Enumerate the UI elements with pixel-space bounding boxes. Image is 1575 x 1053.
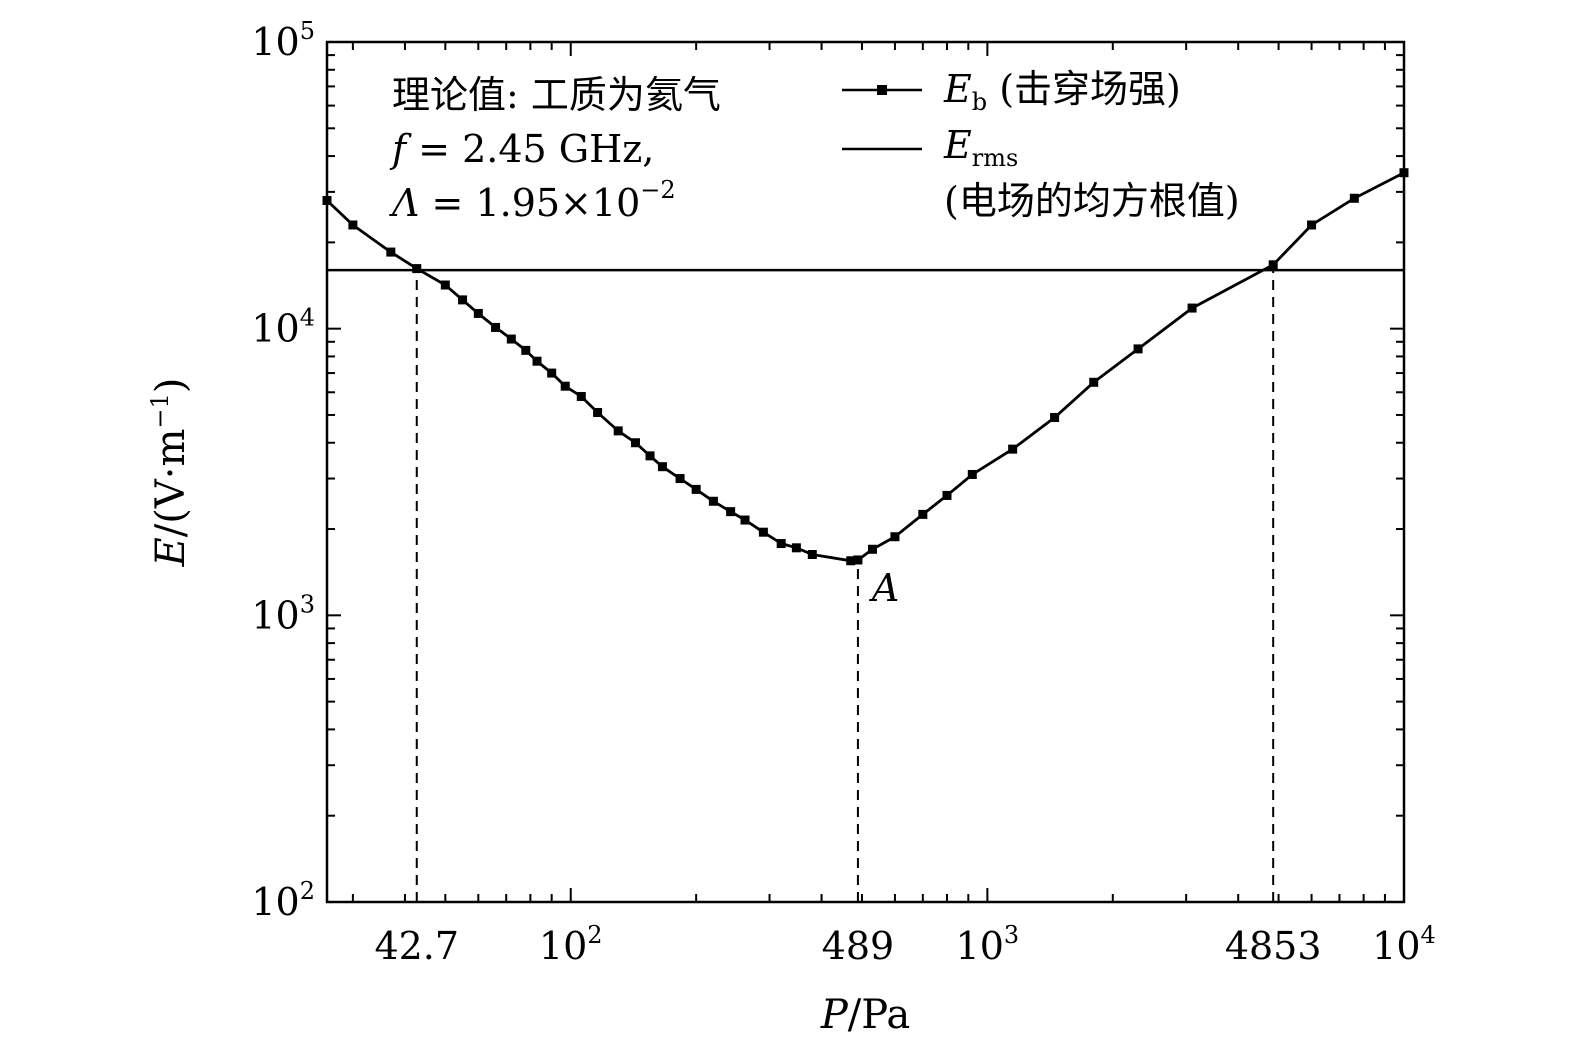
eb-point-19 <box>675 474 685 484</box>
eb-point-30 <box>867 544 877 554</box>
y-ticks: 102 103 104 105 <box>251 17 1404 924</box>
eb-point-6 <box>473 308 483 318</box>
breakdown-series <box>326 171 1405 563</box>
y-axis-title: E/(V·m−1) <box>146 378 194 568</box>
eb-point-27 <box>807 550 817 560</box>
eb-point-5 <box>458 295 468 305</box>
eb-point-34 <box>967 469 977 479</box>
x-tick-label-2: 104 <box>1372 921 1436 968</box>
eb-point-18 <box>657 462 667 472</box>
dashed-reference-lines <box>415 270 1275 902</box>
legend: Eb (击穿场强) Erms (电场的均方根值) <box>842 67 1240 223</box>
y-tick-label-2: 104 <box>251 304 315 351</box>
eb-point-14 <box>593 407 603 417</box>
eb-point-3 <box>412 264 422 274</box>
annotation-line-2: f = 2.45 GHz, <box>389 127 654 171</box>
eb-point-42 <box>1349 193 1359 203</box>
eb-point-20 <box>691 484 701 494</box>
eb-point-16 <box>630 438 640 448</box>
point-label-a: A <box>869 566 899 610</box>
y-tick-label-3: 105 <box>251 17 315 64</box>
y-tick-label-1: 103 <box>251 590 315 637</box>
eb-point-13 <box>576 391 586 401</box>
eb-point-23 <box>740 515 750 525</box>
eb-point-15 <box>613 426 623 436</box>
plot-layer: 102 103 104 42.7 489 4853 102 103 104 105 <box>251 17 1435 968</box>
eb-point-32 <box>918 509 928 519</box>
eb-point-38 <box>1133 344 1143 354</box>
x-special-tick-label-2: 4853 <box>1225 924 1322 968</box>
eb-line <box>326 171 1405 563</box>
eb-point-31 <box>890 532 900 542</box>
eb-point-41 <box>1307 220 1317 230</box>
eb-point-9 <box>521 345 531 355</box>
eb-point-21 <box>708 496 718 506</box>
annotation-line-3: Λ = 1.95×10−2 <box>389 176 676 225</box>
eb-point-24 <box>758 527 768 537</box>
x-special-tick-label-1: 489 <box>822 924 895 968</box>
eb-point-2 <box>386 247 396 257</box>
legend-erms-label: Erms <box>943 123 1018 172</box>
x-tick-label-1: 103 <box>956 921 1020 968</box>
plot-frame <box>325 40 1406 904</box>
eb-point-7 <box>491 322 501 332</box>
eb-point-17 <box>645 451 655 461</box>
x-ticks: 102 103 104 42.7 489 4853 <box>351 42 1436 968</box>
legend-eb-label: Eb (击穿场强) <box>943 67 1181 116</box>
legend-eb-marker <box>877 85 887 95</box>
eb-point-4 <box>440 280 450 290</box>
eb-point-10 <box>532 356 542 366</box>
eb-point-29 <box>853 555 863 565</box>
eb-point-22 <box>726 507 736 517</box>
eb-point-11 <box>547 368 557 378</box>
eb-point-26 <box>791 543 801 553</box>
legend-erms-label-line2: (电场的均方根值) <box>944 179 1240 223</box>
eb-point-36 <box>1050 412 1060 422</box>
x-special-tick-label-0: 42.7 <box>374 924 459 968</box>
eb-point-35 <box>1008 444 1018 454</box>
x-axis-title: P/Pa <box>820 992 910 1038</box>
y-tick-label-0: 102 <box>251 877 315 924</box>
x-tick-label-0: 102 <box>539 921 603 968</box>
eb-point-33 <box>942 490 952 500</box>
breakdown-markers <box>322 168 1409 566</box>
eb-point-39 <box>1187 303 1197 313</box>
eb-point-8 <box>506 334 516 344</box>
eb-point-25 <box>776 539 786 549</box>
eb-point-28 <box>846 556 856 566</box>
eb-point-37 <box>1089 377 1099 387</box>
eb-point-40 <box>1268 260 1278 270</box>
eb-point-12 <box>560 381 570 391</box>
annotation-line-1: 理论值: 工质为氦气 <box>392 73 721 117</box>
eb-point-1 <box>348 220 358 230</box>
